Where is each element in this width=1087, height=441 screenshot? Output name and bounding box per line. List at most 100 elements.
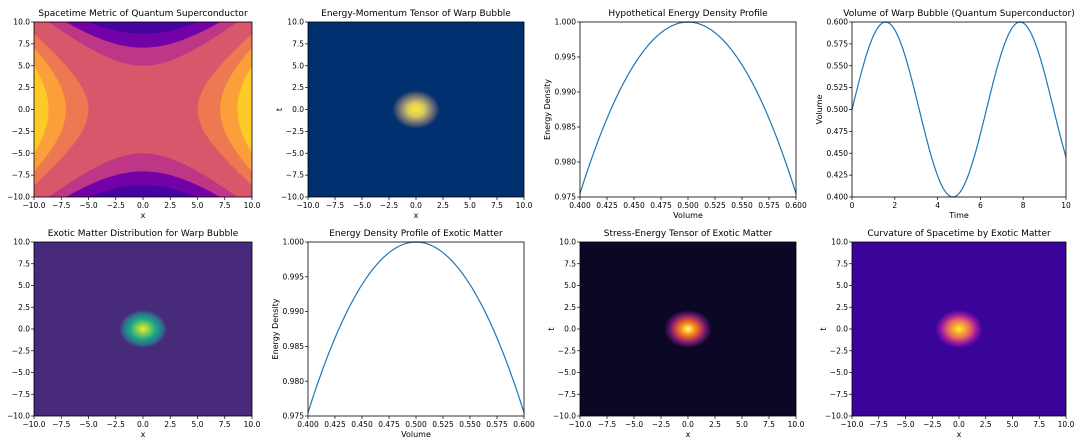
y-tick-label: 0.600 xyxy=(827,18,849,27)
chart-hypothetical-energy-density: Hypothetical Energy Density Profile 0.400… xyxy=(544,9,807,220)
x-axis-label: x xyxy=(414,211,419,220)
y-tick-label: 1.000 xyxy=(555,18,577,27)
axes-frame xyxy=(851,21,1067,198)
y-axis-label: Volume xyxy=(816,95,824,125)
x-tick-label: 8 xyxy=(1021,201,1026,210)
y-axis-label: t xyxy=(275,108,284,111)
y-tick-label: −7.5 xyxy=(830,390,848,399)
x-tick-label: −5.0 xyxy=(79,201,97,210)
axes-frame xyxy=(307,241,525,417)
y-tick-label: 0.0 xyxy=(18,325,30,334)
y-tick-label: 2.5 xyxy=(18,303,30,312)
x-tick-label: 0.475 xyxy=(650,201,672,210)
heatmap-area xyxy=(34,242,252,416)
y-tick-label: −7.5 xyxy=(286,171,304,180)
heatmap-area xyxy=(34,22,252,197)
y-tick-label: 10.0 xyxy=(13,238,30,247)
x-axis-label: x xyxy=(957,430,962,439)
x-tick-label: 2.5 xyxy=(164,420,176,429)
x-tick-label: 2 xyxy=(892,201,897,210)
x-tick-label: −2.5 xyxy=(652,420,670,429)
y-tick-label: 1.000 xyxy=(283,238,305,247)
x-tick-label: −7.5 xyxy=(598,420,616,429)
y-tick-label: 0.980 xyxy=(283,377,305,386)
x-tick-label: 10 xyxy=(1061,201,1071,210)
chart-volume-warp-bubble: Volume of Warp Bubble (Quantum Supercond… xyxy=(816,9,1075,220)
x-tick-label: 7.5 xyxy=(219,420,231,429)
x-tick-label: 2.5 xyxy=(437,201,449,210)
x-tick-label: 7.5 xyxy=(219,201,231,210)
y-tick-label: −10.0 xyxy=(553,412,576,421)
x-tick-label: 0.600 xyxy=(513,420,535,429)
x-tick-label: 5.0 xyxy=(192,201,204,210)
x-tick-label: −10.0 xyxy=(297,201,320,210)
heatmap-area xyxy=(308,22,524,197)
y-tick-label: 5.0 xyxy=(18,281,30,290)
y-tick-label: 7.5 xyxy=(18,259,30,268)
x-tick-label: −2.5 xyxy=(107,201,125,210)
y-axis-label: t xyxy=(819,327,828,330)
y-axis-label: Energy Density xyxy=(272,298,280,359)
x-tick-label: −2.5 xyxy=(380,201,398,210)
y-tick-label: −5.0 xyxy=(12,149,30,158)
x-tick-label: 0.575 xyxy=(758,201,780,210)
y-tick-label: 7.5 xyxy=(564,259,576,268)
x-tick-label: 2.5 xyxy=(980,420,992,429)
chart-energy-density-exotic: Energy Density Profile of Exotic Matter 0… xyxy=(272,229,535,439)
y-tick-label: 0.995 xyxy=(555,53,577,62)
x-tick-label: 10.0 xyxy=(244,201,261,210)
y-tick-label: 2.5 xyxy=(292,83,304,92)
x-tick-label: 0.550 xyxy=(459,420,481,429)
x-tick-label: 5.0 xyxy=(192,420,204,429)
x-axis-label: x xyxy=(141,430,146,439)
y-tick-label: −5.0 xyxy=(830,368,848,377)
y-tick-label: −5.0 xyxy=(286,149,304,158)
contour-band xyxy=(34,22,66,197)
y-tick-label: 10.0 xyxy=(13,18,30,27)
chart-title: Curvature of Spacetime by Exotic Matter xyxy=(867,229,1051,239)
y-tick-label: 0.985 xyxy=(283,342,305,351)
contour-band xyxy=(220,22,252,197)
contour-band xyxy=(34,22,49,197)
x-tick-label: 0.500 xyxy=(405,420,427,429)
x-tick-label: 2.5 xyxy=(709,420,721,429)
x-tick-label: 0.450 xyxy=(623,201,645,210)
y-tick-label: 0.975 xyxy=(283,412,305,421)
contour-band xyxy=(34,22,252,34)
x-tick-label: −7.5 xyxy=(870,420,888,429)
y-tick-label: −2.5 xyxy=(12,346,30,355)
x-tick-label: 0.0 xyxy=(410,201,422,210)
x-tick-label: 10.0 xyxy=(788,420,805,429)
x-axis-label: x xyxy=(686,430,691,439)
gaussian-peak xyxy=(935,309,983,349)
x-tick-label: 7.5 xyxy=(491,201,503,210)
y-tick-label: 0.980 xyxy=(555,158,577,167)
y-axis-label: t xyxy=(547,327,556,330)
gaussian-peak xyxy=(119,309,167,349)
x-tick-label: 0.500 xyxy=(677,201,699,210)
axes-frame xyxy=(579,21,797,198)
y-tick-label: 0.990 xyxy=(283,307,305,316)
x-axis-label: Volume xyxy=(401,430,431,439)
x-tick-label: 0.400 xyxy=(569,201,591,210)
y-tick-label: 0.525 xyxy=(827,83,849,92)
chart-title: Volume of Warp Bubble (Quantum Supercond… xyxy=(843,9,1075,19)
chart-title: Stress-Energy Tensor of Exotic Matter xyxy=(604,229,773,239)
y-tick-label: −2.5 xyxy=(558,346,576,355)
y-axis-label: Energy Density xyxy=(544,79,552,140)
y-tick-label: 0.500 xyxy=(827,105,849,114)
y-tick-label: −7.5 xyxy=(558,390,576,399)
series-line xyxy=(307,241,525,413)
x-tick-label: 4 xyxy=(935,201,940,210)
y-tick-label: 0.990 xyxy=(555,88,577,97)
x-axis-label: Time xyxy=(948,211,969,220)
y-tick-label: 5.0 xyxy=(292,61,304,70)
x-tick-label: −10.0 xyxy=(23,420,46,429)
contour-band xyxy=(34,22,252,48)
y-tick-label: 0.425 xyxy=(827,171,849,180)
x-tick-label: 10.0 xyxy=(1058,420,1075,429)
x-tick-label: 0.600 xyxy=(785,201,807,210)
x-tick-label: −5.0 xyxy=(625,420,643,429)
x-axis-label: x xyxy=(141,211,146,220)
x-tick-label: −7.5 xyxy=(326,201,344,210)
